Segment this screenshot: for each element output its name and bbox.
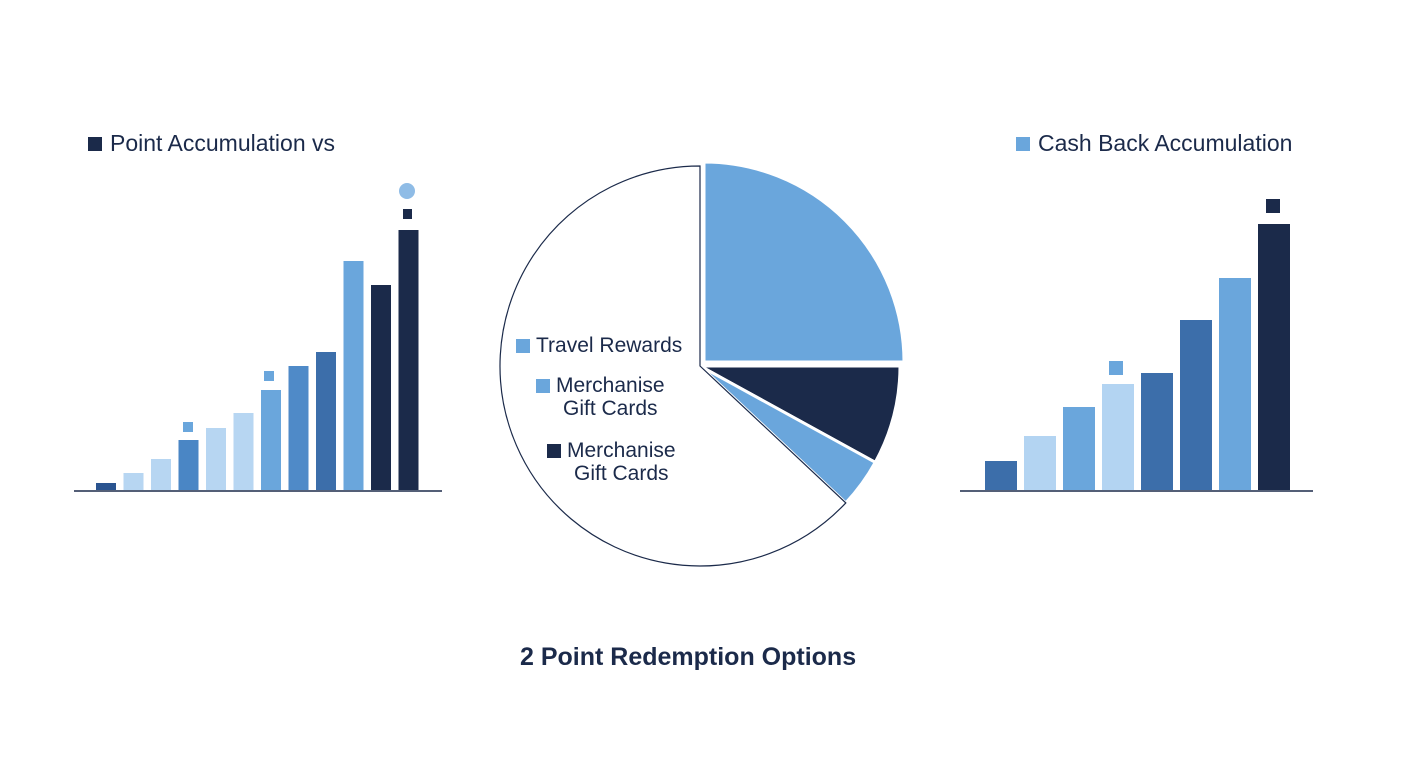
legend-label: Point Accumulation vs — [110, 130, 336, 156]
decoration — [1109, 361, 1123, 375]
bar — [316, 352, 336, 490]
bar — [233, 413, 254, 490]
legend-swatch — [1016, 137, 1030, 151]
bar — [123, 473, 144, 490]
bar — [206, 428, 226, 490]
bar — [151, 459, 171, 490]
decoration — [1266, 199, 1280, 213]
bar — [1219, 278, 1251, 490]
legend-label: Travel Rewards — [536, 334, 683, 357]
bar — [1258, 224, 1290, 490]
bar — [1024, 436, 1056, 490]
chart-title: 2 Point Redemption Options — [520, 643, 857, 671]
bar — [371, 285, 391, 490]
pie-slice — [699, 364, 902, 465]
pie-slice — [499, 165, 847, 567]
decoration — [403, 209, 412, 219]
legend-swatch — [88, 137, 102, 151]
bar — [288, 366, 309, 490]
bar — [985, 461, 1017, 490]
bar — [398, 230, 419, 490]
bar — [178, 440, 199, 490]
pie-slice — [702, 160, 906, 364]
legend-swatch — [536, 379, 550, 393]
legend-label: Merchanise Gift Cards — [556, 374, 665, 420]
bar — [261, 390, 281, 490]
decoration — [399, 183, 415, 199]
legend-swatch — [547, 444, 561, 458]
bar — [1141, 373, 1173, 490]
bar — [96, 483, 116, 490]
bar — [1063, 407, 1095, 490]
legend-label: Merchanise Gift Cards — [567, 439, 676, 485]
bar — [1180, 320, 1212, 490]
legend-swatch — [516, 339, 530, 353]
bar — [343, 261, 364, 490]
decoration — [183, 422, 193, 432]
decoration — [264, 371, 274, 381]
legend-label: Cash Back Accumulation — [1038, 130, 1293, 156]
bar — [1102, 384, 1134, 490]
